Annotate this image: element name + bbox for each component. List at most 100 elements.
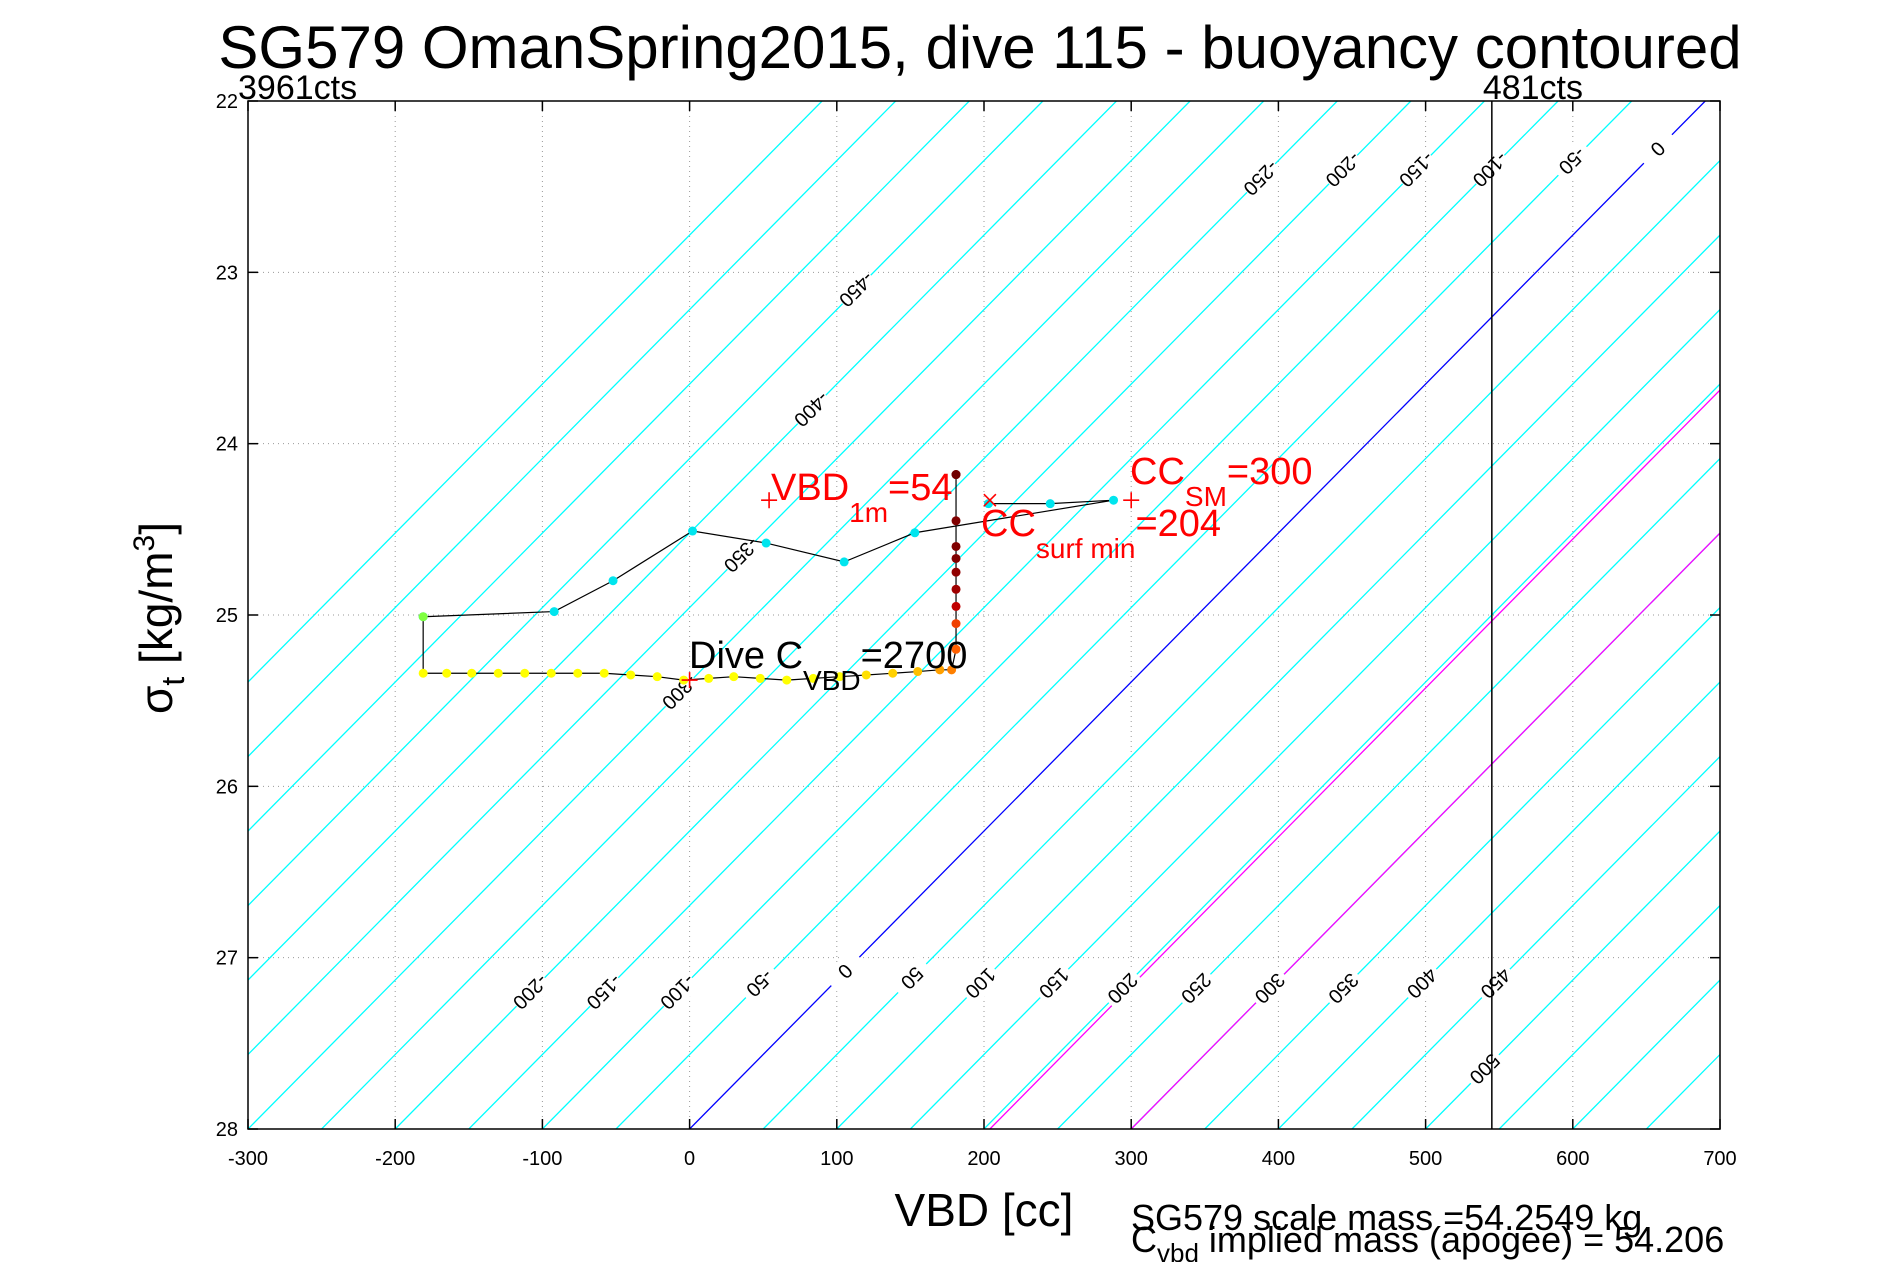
highlight-contour-line bbox=[989, 389, 1720, 1129]
ascent-point bbox=[493, 668, 503, 678]
contour-line bbox=[394, 101, 1412, 1129]
dive-c-vbd-sub: VBD bbox=[803, 665, 861, 696]
x-tick-label: 700 bbox=[1703, 1148, 1736, 1170]
ascent-point bbox=[951, 516, 961, 526]
contour-label-bg bbox=[1238, 155, 1284, 201]
chart-title: SG579 OmanSpring2015, dive 115 - buoyanc… bbox=[218, 14, 1741, 81]
contour-line bbox=[1572, 979, 1720, 1129]
contour-label-bg bbox=[581, 969, 627, 1015]
contour-label-bg bbox=[1100, 965, 1146, 1012]
x-tick-label: 100 bbox=[820, 1148, 853, 1170]
x-axis-label: VBD [cc] bbox=[895, 1184, 1074, 1236]
ascent-point bbox=[652, 672, 662, 682]
ascent-point bbox=[951, 553, 961, 563]
contour-label-bg bbox=[1467, 146, 1513, 193]
implied-mass-c: C bbox=[1131, 1219, 1157, 1260]
vbd-1m-annotation: VBD1m=54 bbox=[771, 467, 953, 528]
contour-line bbox=[762, 159, 1720, 1129]
y-axis-label-sup: 3 bbox=[128, 535, 161, 552]
cc-surf-min-main: CC bbox=[981, 503, 1036, 545]
y-tick-label: 26 bbox=[216, 776, 238, 798]
plus-marker bbox=[681, 672, 698, 689]
ascent-point bbox=[704, 673, 714, 683]
ascent-point bbox=[442, 668, 452, 678]
contour-label-bg bbox=[1473, 960, 1519, 1007]
plus-marker bbox=[761, 492, 778, 509]
x-marker bbox=[983, 493, 997, 507]
x-tick-label: -200 bbox=[375, 1148, 415, 1170]
ascent-point bbox=[951, 644, 961, 654]
descent-point bbox=[761, 538, 771, 548]
contour-line bbox=[248, 101, 1044, 907]
ascent-point bbox=[782, 675, 792, 685]
contour-line bbox=[248, 101, 1191, 1056]
contour-label: -100 bbox=[1468, 147, 1512, 191]
ascent-point bbox=[951, 470, 961, 480]
x-tick-label: -100 bbox=[522, 1148, 562, 1170]
contour-label-bg bbox=[1635, 126, 1681, 172]
contour-line bbox=[1425, 830, 1720, 1129]
dive-c-vbd-annotation: Dive CVBD=2700 bbox=[689, 635, 967, 696]
vbd-1m-value: =54 bbox=[888, 467, 952, 509]
contour-line bbox=[909, 308, 1720, 1129]
ascent-point bbox=[467, 668, 477, 678]
contour-line bbox=[248, 101, 897, 758]
x-tick-label: -300 bbox=[228, 1148, 268, 1170]
contour-label-bg bbox=[958, 960, 1004, 1007]
contour-label-bg bbox=[1173, 965, 1220, 1012]
y-axis-label: σt [kg/m3] bbox=[128, 522, 191, 714]
cc-sm-annotation: CCSM=300 bbox=[1130, 451, 1312, 512]
contour-label: -250 bbox=[1239, 155, 1283, 199]
ascent-point bbox=[573, 668, 583, 678]
vbd-1m-sub: 1m bbox=[849, 497, 888, 528]
ascent-point bbox=[626, 670, 636, 680]
dive-series bbox=[418, 470, 1119, 685]
dive-c-vbd-value: =2700 bbox=[861, 635, 968, 677]
ascent-point bbox=[861, 670, 871, 680]
cc-surf-min-sub: surf min bbox=[1036, 533, 1136, 564]
grid bbox=[248, 101, 1720, 1129]
implied-mass-sub: vbd bbox=[1157, 1238, 1199, 1262]
ascent-point bbox=[729, 672, 739, 682]
contour-label-bg bbox=[718, 532, 765, 578]
contour-label-bg bbox=[822, 948, 868, 995]
contour-label-bg bbox=[1247, 965, 1293, 1012]
contour-line bbox=[836, 234, 1720, 1129]
ascent-point bbox=[947, 665, 957, 675]
y-tick-label: 28 bbox=[216, 1119, 238, 1141]
descent-point bbox=[1109, 495, 1119, 505]
y-tick-label: 23 bbox=[216, 262, 238, 284]
vbd-1m-main: VBD bbox=[771, 467, 849, 509]
contour-line bbox=[1204, 606, 1720, 1129]
cc-surf-min-annotation: CCsurf min=204 bbox=[981, 503, 1221, 564]
y-axis-label-sub: t bbox=[155, 677, 191, 686]
ascent-point bbox=[951, 601, 961, 611]
y-tick-label: 22 bbox=[216, 91, 238, 113]
y-axis-label-unit: [kg/m bbox=[130, 551, 182, 676]
ascent-point bbox=[951, 541, 961, 551]
x-axis-ticks: -300 -200 -100 0 100 200 300 400 500 600 700 bbox=[228, 101, 1737, 1170]
ascent-point bbox=[599, 668, 609, 678]
contour-label: -100 bbox=[655, 969, 699, 1013]
ascent-point bbox=[951, 584, 961, 594]
contour-label: -200 bbox=[1321, 147, 1365, 191]
ascent-point bbox=[418, 612, 428, 622]
descent-point bbox=[910, 528, 920, 538]
descent-point bbox=[608, 576, 618, 586]
contour-label: -400 bbox=[789, 387, 833, 431]
contour-line bbox=[468, 101, 1485, 1129]
contour-labels: -450-400-350-300-250 -200 -150 -100 -50 0-200… bbox=[508, 126, 1681, 1092]
contour-line bbox=[321, 101, 1338, 1129]
contour-line bbox=[248, 101, 823, 683]
cc-surf-min-value: =204 bbox=[1135, 503, 1221, 545]
x-tick-label: 0 bbox=[684, 1148, 695, 1170]
y-axis-ticks: 22 23 24 25 26 27 28 bbox=[216, 91, 1720, 1141]
contour-line bbox=[248, 101, 1117, 981]
dive-c-vbd-main: Dive C bbox=[689, 635, 803, 677]
contour-line bbox=[1867, 101, 1891, 1129]
y-tick-label: 27 bbox=[216, 948, 238, 970]
ascent-point bbox=[951, 619, 961, 629]
descent-point bbox=[549, 607, 559, 617]
